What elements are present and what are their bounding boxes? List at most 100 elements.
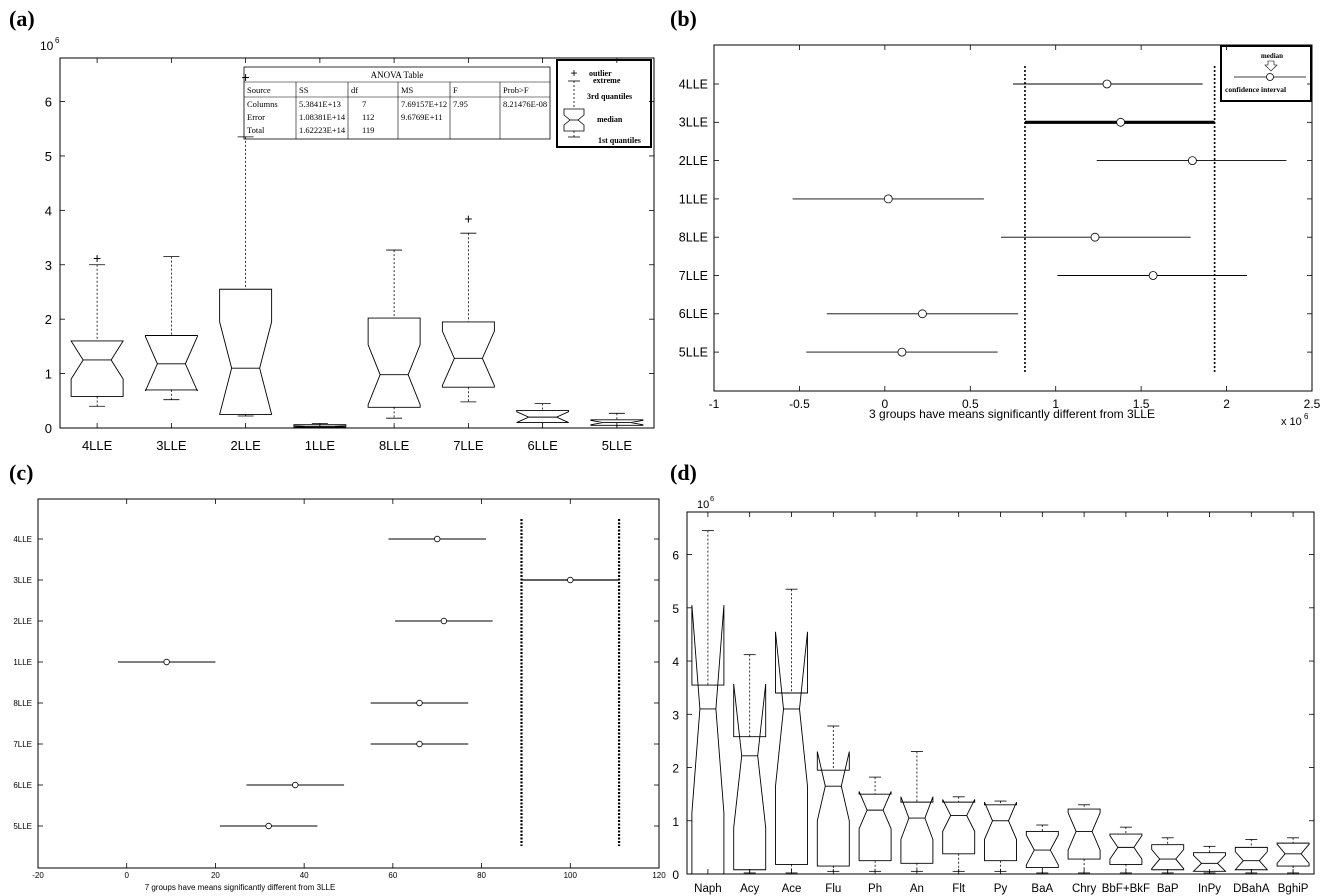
category-label: 1LLE (305, 438, 336, 453)
category-label: 7LLE (453, 438, 484, 453)
x-tick-label: 1.5 (1133, 397, 1150, 411)
category-label: 7LLE (679, 269, 708, 283)
x-tick-label: 2.5 (1304, 397, 1321, 411)
category-label: 4LLE (13, 535, 32, 544)
legend-first-quantile-label: 1st quantiles (598, 136, 641, 145)
y-tick-label: 2 (45, 312, 52, 327)
y-tick-label: 4 (45, 203, 52, 218)
x-tick-label: 2 (1223, 397, 1230, 411)
category-label: 5LLE (602, 438, 633, 453)
panel-a-box-plot: 10 6 ANOVA Table Source SS df MS F Prob>… (40, 36, 655, 429)
panel-a-legend: + outlier extreme 3rd quantiles median 1… (556, 59, 652, 148)
mean-marker-6LLE (918, 309, 927, 319)
box-InPy (1192, 852, 1227, 872)
category-label: 8LLE (13, 699, 32, 708)
anova-cell: 119 (362, 125, 374, 135)
panel-b-label: (b) (670, 6, 697, 31)
box-DBahA (1234, 846, 1269, 871)
panel-c-label: (c) (9, 460, 34, 485)
anova-header-df: df (351, 85, 358, 95)
legend-outlier-marker: + (570, 66, 577, 80)
y-tick-label: 4 (672, 655, 679, 669)
box-BbF+BkF (1109, 833, 1143, 865)
category-label: Py (994, 883, 1008, 895)
category-label: 3LLE (679, 116, 708, 130)
category-label: Flt (952, 883, 966, 895)
box-Naph (691, 605, 725, 875)
x-tick-label: 1 (1052, 397, 1059, 411)
category-label: 8LLE (379, 438, 410, 453)
x-tick-label: 40 (300, 871, 309, 880)
outlier-marker: + (464, 211, 472, 227)
y-tick-label: 1 (672, 815, 679, 829)
x-tick-label: 120 (652, 871, 666, 880)
category-label: 4LLE (679, 77, 708, 91)
arrow-down-icon (1264, 60, 1278, 72)
panel-d-exponent-base: 10 (697, 499, 709, 511)
y-tick-label: 5 (45, 149, 52, 164)
category-label: InPy (1198, 883, 1221, 895)
category-label: 2LLE (230, 438, 261, 453)
box-Flt (942, 799, 976, 855)
y-tick-label: 3 (672, 708, 679, 722)
mean-marker-7LLE (416, 740, 423, 748)
category-label: Ace (782, 883, 802, 895)
anova-cell: 112 (362, 112, 374, 122)
box-Py (984, 801, 1017, 862)
anova-header-source: Source (247, 85, 271, 95)
x-tick-label: 0.5 (962, 397, 979, 411)
legend-b-ci-label: confidence interval (1225, 85, 1286, 94)
anova-cell: 7 (362, 99, 366, 109)
category-label: DBahA (1233, 883, 1270, 895)
box-BghiP (1276, 842, 1310, 867)
anova-cell: 7.95 (453, 99, 468, 109)
mean-marker-5LLE (265, 822, 272, 830)
anova-header-ms: MS (401, 85, 414, 95)
mean-marker-6LLE (292, 781, 299, 789)
mean-marker-3LLE (1116, 117, 1126, 127)
box-Ace (775, 631, 808, 865)
mean-marker-5LLE (897, 347, 907, 357)
panel-b-x-exponent-power: 6 (1304, 412, 1309, 421)
x-tick-label: 80 (477, 871, 486, 880)
anova-header-ss: SS (299, 85, 309, 95)
mean-marker-4LLE (434, 535, 441, 543)
box-BaA (1025, 830, 1059, 869)
mean-marker-3LLE (567, 576, 574, 584)
panel-a-exponent-power: 6 (55, 36, 60, 45)
box-3LLE (144, 335, 198, 392)
panel-a-label: (a) (9, 6, 35, 31)
category-label: Naph (694, 883, 722, 895)
legend-b-median-label: median (1261, 52, 1283, 60)
mean-marker-4LLE (1102, 79, 1112, 89)
category-label: 2LLE (679, 154, 708, 168)
category-label: BghiP (1278, 883, 1309, 895)
category-label: 3LLE (13, 576, 32, 585)
panel-b-x-exponent-base: x 10 (1281, 416, 1302, 428)
y-tick-label: 0 (672, 868, 679, 882)
box-Chry (1067, 808, 1101, 860)
anova-cell: 8.21476E-08 (503, 99, 547, 109)
mean-marker-7LLE (1148, 271, 1158, 280)
panel-c-marks: -20 0 20 40 60 80 100 120 4LLE 3LLE 2LLE 1LLE 8LLE 7L… (13, 499, 666, 880)
x-tick-label: -0.5 (789, 397, 810, 411)
box-8LLE (367, 317, 421, 408)
anova-cell: 1.62223E+14 (299, 125, 346, 135)
panel-a-exponent-base: 10 (40, 39, 54, 53)
category-label: 4LLE (82, 438, 113, 453)
box-BaP (1151, 844, 1185, 871)
category-label: BaA (1031, 883, 1053, 895)
box-Acy (733, 683, 767, 871)
box-Flu (816, 751, 850, 867)
category-label: 6LLE (13, 781, 32, 790)
box-Ph (858, 791, 892, 862)
anova-cell: 7.69157E+12 (401, 99, 447, 109)
y-tick-label: 1 (45, 367, 52, 382)
panel-b-marks: -1 -0.5 0 0.5 1 1.5 2 2.5 4LLE 3LLE 2LLE 1LLE 8LLE 7L… (679, 45, 1321, 411)
panel-b-interval-plot: median confidence interval 3 groups have… (713, 44, 1313, 428)
category-label: 5LLE (13, 822, 32, 831)
box-2LLE (219, 288, 273, 415)
outlier-marker: + (93, 250, 101, 266)
box-4LLE (70, 340, 124, 397)
